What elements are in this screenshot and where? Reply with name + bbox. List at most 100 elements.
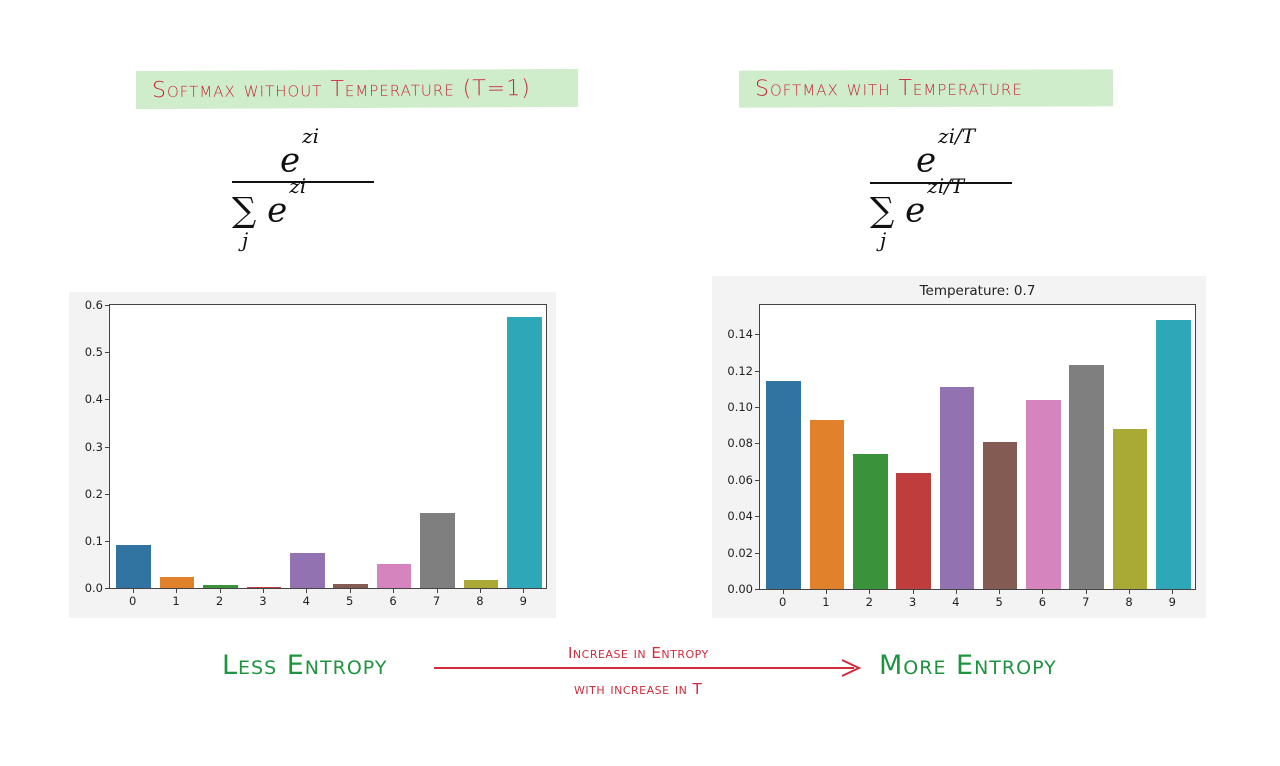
bar-3 — [896, 472, 931, 589]
x-tick-label: 5 — [995, 595, 1003, 609]
y-tick-mark — [755, 406, 759, 408]
y-tick-mark — [755, 443, 759, 445]
bar-8 — [463, 579, 499, 588]
bar-4 — [939, 386, 975, 589]
softmax-with-temperature-banner: Softmax with Temperature — [738, 69, 1114, 108]
y-tick-mark — [755, 370, 759, 372]
x-tick-label: 4 — [952, 595, 960, 609]
banner-text: Softmax with Temperature — [754, 75, 1023, 102]
y-tick-mark — [105, 540, 109, 542]
y-tick-mark — [755, 589, 759, 590]
denominator-base: e — [905, 190, 926, 231]
x-tick-mark — [1085, 590, 1087, 594]
bar-9 — [1156, 319, 1191, 589]
y-tick-label: 0.12 — [727, 363, 753, 378]
y-tick-mark — [105, 588, 109, 589]
x-tick-mark — [176, 589, 178, 593]
y-tick-label: 0.00 — [727, 582, 753, 596]
less-entropy-label: Less Entropy — [222, 650, 388, 681]
bar-0 — [116, 544, 152, 588]
x-tick-label: 0 — [129, 594, 137, 608]
softmax-formula-left: ezi ∑ ezi j — [228, 124, 378, 258]
x-tick-mark — [306, 589, 308, 593]
numerator-exponent: zi — [302, 124, 320, 148]
y-tick-label: 0.06 — [727, 472, 753, 487]
x-tick-mark — [999, 590, 1001, 594]
x-tick-mark — [262, 589, 264, 593]
denominator-exponent: zi/T — [927, 174, 965, 198]
x-tick-mark — [349, 589, 351, 593]
x-tick-label: 7 — [1082, 595, 1090, 609]
y-tick-mark — [105, 352, 109, 354]
bar-5 — [982, 441, 1018, 589]
bar-7 — [1069, 365, 1105, 589]
arrow-label-top: Increase in Entropy — [568, 644, 709, 662]
x-tick-label: 2 — [865, 595, 873, 609]
bar-2 — [203, 585, 238, 588]
bar-9 — [506, 316, 542, 588]
formula-denominator: ∑ ezi/T — [870, 174, 964, 231]
y-tick-mark — [755, 552, 759, 554]
denominator-base: e — [267, 190, 288, 231]
y-tick-mark — [755, 334, 759, 336]
bar-chart-temperature: Temperature: 0.7 0 1 2 3 4 5 6 7 8 9 0.00 0.02 0.04 0… — [712, 276, 1206, 618]
y-tick-label: 0.5 — [84, 345, 103, 360]
x-tick-mark — [869, 590, 871, 594]
plot-area — [759, 304, 1196, 590]
plot-area — [109, 304, 547, 589]
x-tick-label: 9 — [1168, 595, 1176, 609]
formula-denominator: ∑ ezi — [232, 174, 306, 231]
bar-7 — [420, 513, 455, 588]
bar-4 — [289, 552, 325, 588]
y-tick-label: 0.6 — [84, 298, 103, 312]
y-tick-label: 0.08 — [727, 436, 753, 451]
y-tick-label: 0.3 — [84, 439, 103, 454]
y-tick-mark — [755, 479, 759, 481]
x-tick-label: 0 — [778, 595, 787, 609]
y-tick-label: 0.2 — [84, 486, 103, 501]
formula-numerator: ezi — [280, 124, 319, 180]
formula-numerator: ezi/T — [916, 124, 975, 181]
x-tick-mark — [393, 589, 395, 593]
bar-1 — [159, 577, 195, 588]
x-tick-mark — [1172, 590, 1174, 594]
x-tick-label: 7 — [432, 594, 441, 608]
softmax-without-temperature-banner: Softmax without Temperature (T=1) — [135, 68, 579, 110]
x-tick-mark — [479, 589, 481, 593]
y-tick-label: 0.1 — [84, 533, 103, 548]
x-tick-label: 4 — [302, 594, 310, 608]
chart-title: Temperature: 0.7 — [919, 283, 1036, 299]
x-tick-mark — [1042, 590, 1044, 594]
x-tick-label: 3 — [908, 595, 917, 609]
x-tick-label: 6 — [1038, 595, 1047, 609]
sigma-index: j — [242, 228, 249, 252]
x-tick-mark — [523, 589, 525, 593]
sigma-symbol: ∑ — [870, 190, 895, 231]
arrow-head-icon — [841, 659, 862, 677]
x-tick-label: 8 — [476, 594, 484, 608]
x-tick-mark — [825, 590, 827, 594]
x-tick-label: 1 — [822, 595, 830, 609]
numerator-base: e — [916, 140, 937, 181]
sigma-index: j — [880, 228, 887, 252]
y-tick-label: 0.0 — [84, 581, 103, 595]
y-tick-label: 0.10 — [727, 399, 753, 414]
x-tick-label: 6 — [389, 594, 397, 608]
entropy-arrow — [434, 667, 854, 669]
y-tick-mark — [105, 399, 109, 401]
x-tick-mark — [436, 589, 438, 593]
x-tick-mark — [1129, 590, 1131, 594]
bar-1 — [809, 419, 845, 589]
x-tick-label: 3 — [259, 594, 267, 608]
more-entropy-label: More Entropy — [879, 650, 1057, 681]
fraction-bar — [232, 181, 374, 183]
x-tick-mark — [912, 590, 914, 594]
bar-2 — [852, 454, 888, 589]
x-tick-mark — [132, 589, 134, 593]
x-tick-label: 9 — [519, 594, 527, 608]
bar-3 — [246, 586, 282, 588]
softmax-formula-right: ezi/T ∑ ezi/T j — [866, 124, 1016, 258]
y-tick-mark — [105, 446, 109, 448]
denominator-exponent: zi — [289, 174, 307, 198]
y-tick-mark — [755, 516, 759, 518]
